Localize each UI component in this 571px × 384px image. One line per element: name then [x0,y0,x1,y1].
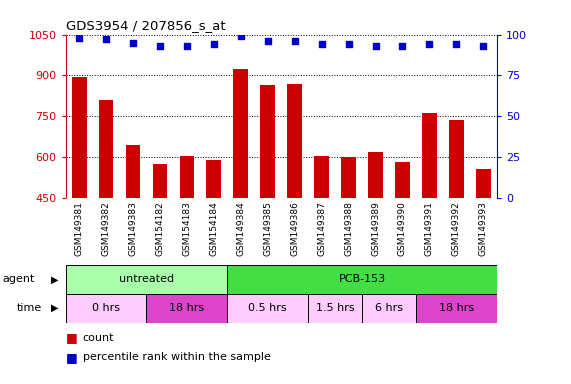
Text: GSM149383: GSM149383 [128,201,138,256]
Text: GSM149391: GSM149391 [425,201,434,256]
Text: GSM149381: GSM149381 [75,201,83,256]
Bar [207,160,222,198]
Bar [147,294,227,323]
Bar [476,169,490,198]
Text: count: count [83,333,114,343]
Bar [341,157,356,198]
Text: GSM149385: GSM149385 [263,201,272,256]
Text: 18 hrs: 18 hrs [170,303,204,313]
Bar [449,120,464,198]
Text: GSM149389: GSM149389 [371,201,380,256]
Text: GSM149384: GSM149384 [236,201,246,256]
Bar [72,77,87,198]
Text: time: time [17,303,42,313]
Bar [227,265,497,294]
Text: GSM149382: GSM149382 [102,201,111,256]
Text: GSM149393: GSM149393 [479,201,488,256]
Bar [227,294,308,323]
Text: ■: ■ [66,351,78,364]
Point [155,43,164,49]
Text: GSM154184: GSM154184 [210,201,218,256]
Bar [422,113,437,198]
Bar [152,164,167,198]
Bar [314,156,329,198]
Text: GSM149390: GSM149390 [398,201,407,256]
Text: GSM149386: GSM149386 [290,201,299,256]
Bar [234,69,248,198]
Text: GSM149392: GSM149392 [452,201,461,256]
Point [398,43,407,49]
Bar [362,294,416,323]
Bar [126,145,140,198]
Point [478,43,488,49]
Text: GSM149387: GSM149387 [317,201,326,256]
Bar [66,265,227,294]
Text: 0.5 hrs: 0.5 hrs [248,303,287,313]
Text: 18 hrs: 18 hrs [439,303,474,313]
Bar [179,156,194,198]
Bar [416,294,497,323]
Text: ■: ■ [66,331,78,344]
Point [290,38,299,44]
Text: GSM149388: GSM149388 [344,201,353,256]
Text: GDS3954 / 207856_s_at: GDS3954 / 207856_s_at [66,19,226,32]
Point [102,36,111,43]
Text: 1.5 hrs: 1.5 hrs [316,303,355,313]
Text: 0 hrs: 0 hrs [92,303,120,313]
Point [344,41,353,48]
Point [317,41,326,48]
Bar [308,294,362,323]
Point [182,43,191,49]
Text: untreated: untreated [119,274,174,285]
Point [128,40,138,46]
Bar [287,84,302,198]
Bar [368,152,383,198]
Bar [395,162,410,198]
Text: 6 hrs: 6 hrs [375,303,403,313]
Text: GSM154182: GSM154182 [155,201,164,256]
Point [425,41,434,48]
Text: agent: agent [3,274,35,285]
Point [210,41,219,48]
Bar [260,85,275,198]
Text: percentile rank within the sample: percentile rank within the sample [83,352,271,362]
Point [236,33,246,39]
Bar [99,100,114,198]
Point [75,35,84,41]
Point [263,38,272,44]
Point [371,43,380,49]
Text: PCB-153: PCB-153 [339,274,385,285]
Text: GSM154183: GSM154183 [182,201,191,256]
Point [452,41,461,48]
Bar [66,294,147,323]
Text: ▶: ▶ [51,274,59,285]
Text: ▶: ▶ [51,303,59,313]
